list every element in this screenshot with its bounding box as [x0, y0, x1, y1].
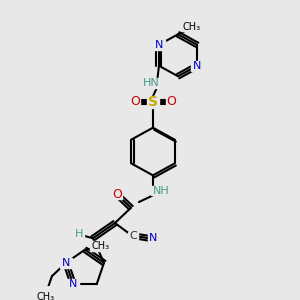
Text: N: N [155, 40, 163, 50]
Text: S: S [148, 95, 158, 109]
Bar [181, 22, 203, 32]
Bar [112, 190, 122, 199]
Bar [60, 258, 72, 268]
Bar [130, 97, 140, 107]
Text: N: N [149, 233, 157, 243]
Bar [147, 96, 159, 108]
Text: C: C [129, 231, 137, 241]
Text: NH: NH [153, 186, 169, 196]
Text: N: N [69, 279, 77, 289]
Bar [74, 231, 84, 238]
Bar [35, 292, 57, 300]
Text: N: N [62, 258, 70, 268]
Bar [191, 61, 203, 70]
Bar [153, 40, 165, 50]
Text: HN: HN [142, 78, 159, 88]
Text: H: H [75, 230, 83, 239]
Bar [90, 241, 112, 250]
Text: CH₃: CH₃ [37, 292, 55, 300]
Bar [141, 78, 161, 88]
Bar [128, 232, 138, 241]
Text: N: N [193, 61, 201, 71]
Text: O: O [130, 95, 140, 109]
Text: O: O [112, 188, 122, 201]
Text: CH₃: CH₃ [92, 241, 110, 251]
Bar [166, 97, 176, 107]
Text: CH₃: CH₃ [183, 22, 201, 32]
Bar [148, 233, 158, 243]
Bar [151, 186, 171, 195]
Text: O: O [166, 95, 176, 109]
Bar [67, 279, 79, 289]
